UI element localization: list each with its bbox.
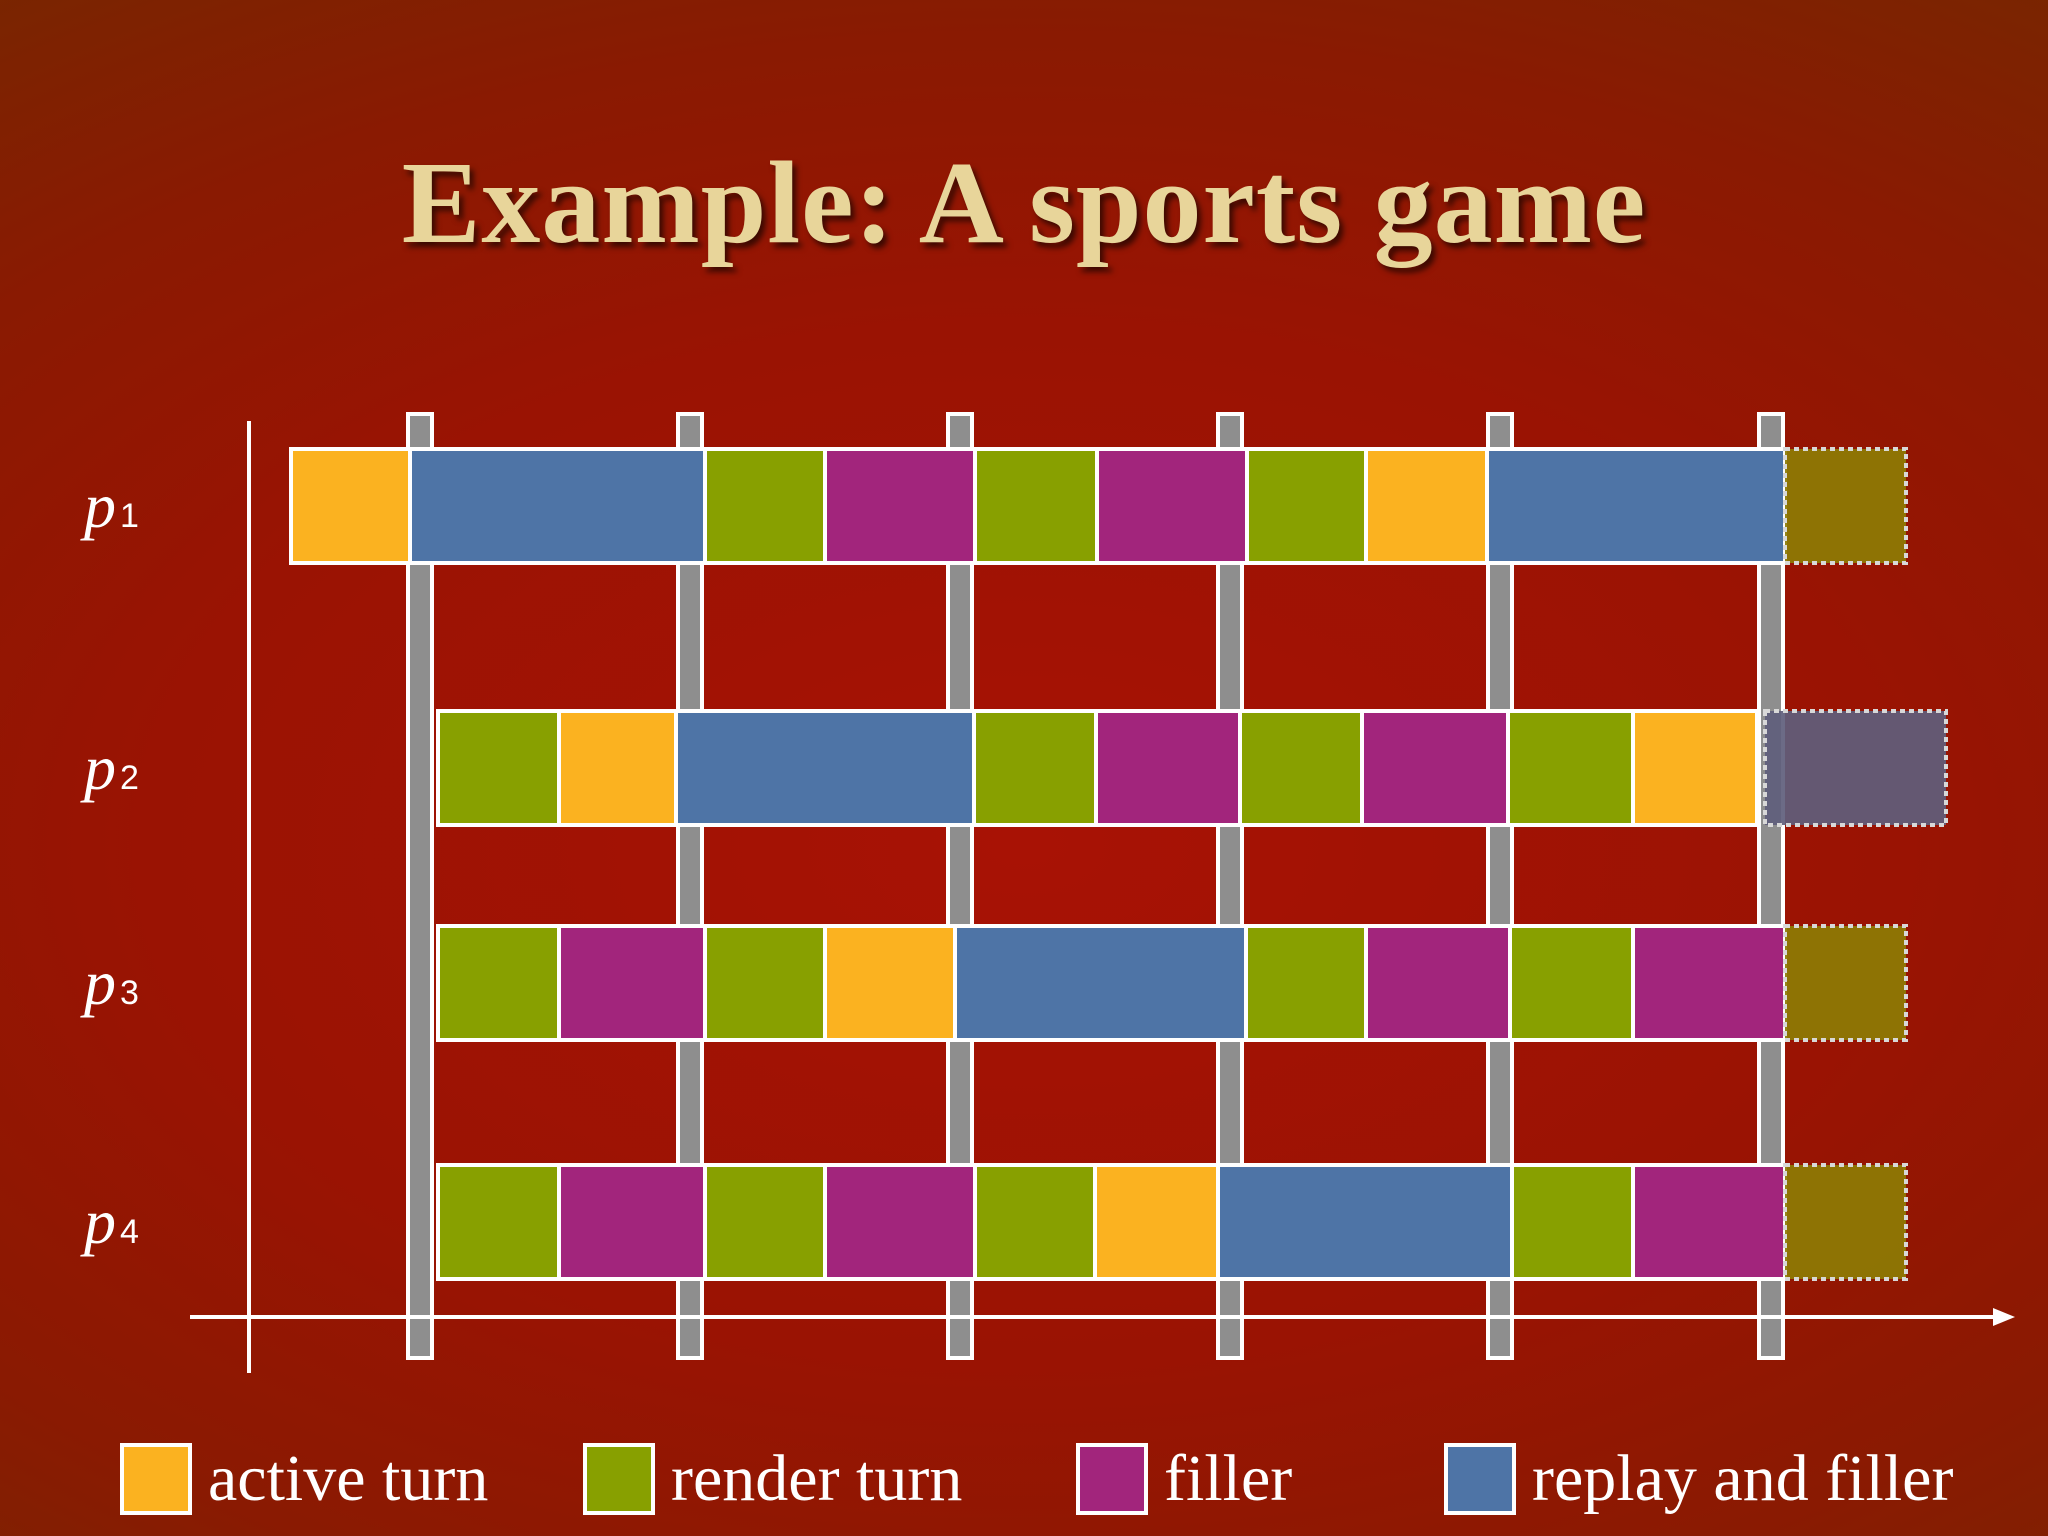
legend-swatch-replay <box>1444 1443 1516 1515</box>
row-2-segment-2-active <box>557 709 678 827</box>
row-2-segment-5-filler <box>1094 709 1242 827</box>
row-4-segment-5-render <box>973 1163 1097 1281</box>
row-3-segment-8-render <box>1508 924 1635 1042</box>
row-3-segment-1-render <box>436 924 561 1042</box>
row-1-segment-1-active <box>289 447 412 565</box>
row-3-segment-6-render <box>1244 924 1368 1042</box>
row-1-segment-5-render <box>973 447 1099 565</box>
row-1-segment-6-filler <box>1095 447 1249 565</box>
row-4-segment-4-filler <box>823 1163 977 1281</box>
legend-label-replay: replay and filler <box>1532 1442 1954 1515</box>
row-1-pending-segment <box>1783 447 1908 565</box>
sync-bar-1 <box>406 412 434 1360</box>
row-1-segment-8-active <box>1364 447 1489 565</box>
row-2-segment-6-render <box>1238 709 1364 827</box>
row-2-segment-7-filler <box>1360 709 1510 827</box>
row-3-segment-9-filler <box>1631 924 1787 1042</box>
row-2-segment-4-render <box>972 709 1098 827</box>
row-3-segment-7-filler <box>1364 924 1512 1042</box>
row-4-segment-1-render <box>436 1163 561 1281</box>
x-axis-arrowhead <box>1993 1308 2015 1326</box>
row-1-segment-9-replay <box>1485 447 1787 565</box>
row-3-segment-5-replay <box>953 924 1248 1042</box>
row-3-segment-2-filler <box>557 924 707 1042</box>
row-1-segment-7-render <box>1245 447 1368 565</box>
legend-item-replay: replay and filler <box>1444 1440 1953 1518</box>
row-3-segment-4-active <box>823 924 957 1042</box>
row-3-segment-3-render <box>703 924 827 1042</box>
legend-label-active: active turn <box>208 1442 489 1515</box>
legend-label-render: render turn <box>671 1442 963 1515</box>
legend-item-filler: filler <box>1076 1440 1292 1518</box>
row-4-segment-7-replay <box>1216 1163 1514 1281</box>
row-2-segment-3-replay <box>674 709 976 827</box>
legend-swatch-render <box>583 1443 655 1515</box>
row-1-segment-4-filler <box>823 447 977 565</box>
legend-swatch-filler <box>1076 1443 1148 1515</box>
row-4-pending-segment <box>1783 1163 1908 1281</box>
row-2-pending-segment <box>1763 709 1948 827</box>
row-4-segment-2-filler <box>557 1163 707 1281</box>
legend: active turn render turn filler replay an… <box>0 1440 2048 1518</box>
row-4-segment-8-render <box>1510 1163 1635 1281</box>
row-2-segment-1-render <box>436 709 561 827</box>
legend-swatch-active <box>120 1443 192 1515</box>
legend-item-render: render turn <box>583 1440 962 1518</box>
slide-title: Example: A sports game <box>401 137 1647 268</box>
row-4-segment-6-active <box>1093 1163 1220 1281</box>
row-2-segment-8-render <box>1506 709 1635 827</box>
row-1-segment-3-render <box>703 447 827 565</box>
legend-label-filler: filler <box>1164 1442 1293 1515</box>
row-3-pending-segment <box>1783 924 1908 1042</box>
row-4-segment-9-filler <box>1631 1163 1787 1281</box>
row-2-segment-9-active <box>1631 709 1759 827</box>
row-4-segment-3-render <box>703 1163 827 1281</box>
legend-item-active: active turn <box>120 1440 488 1518</box>
row-1-segment-2-replay <box>408 447 707 565</box>
